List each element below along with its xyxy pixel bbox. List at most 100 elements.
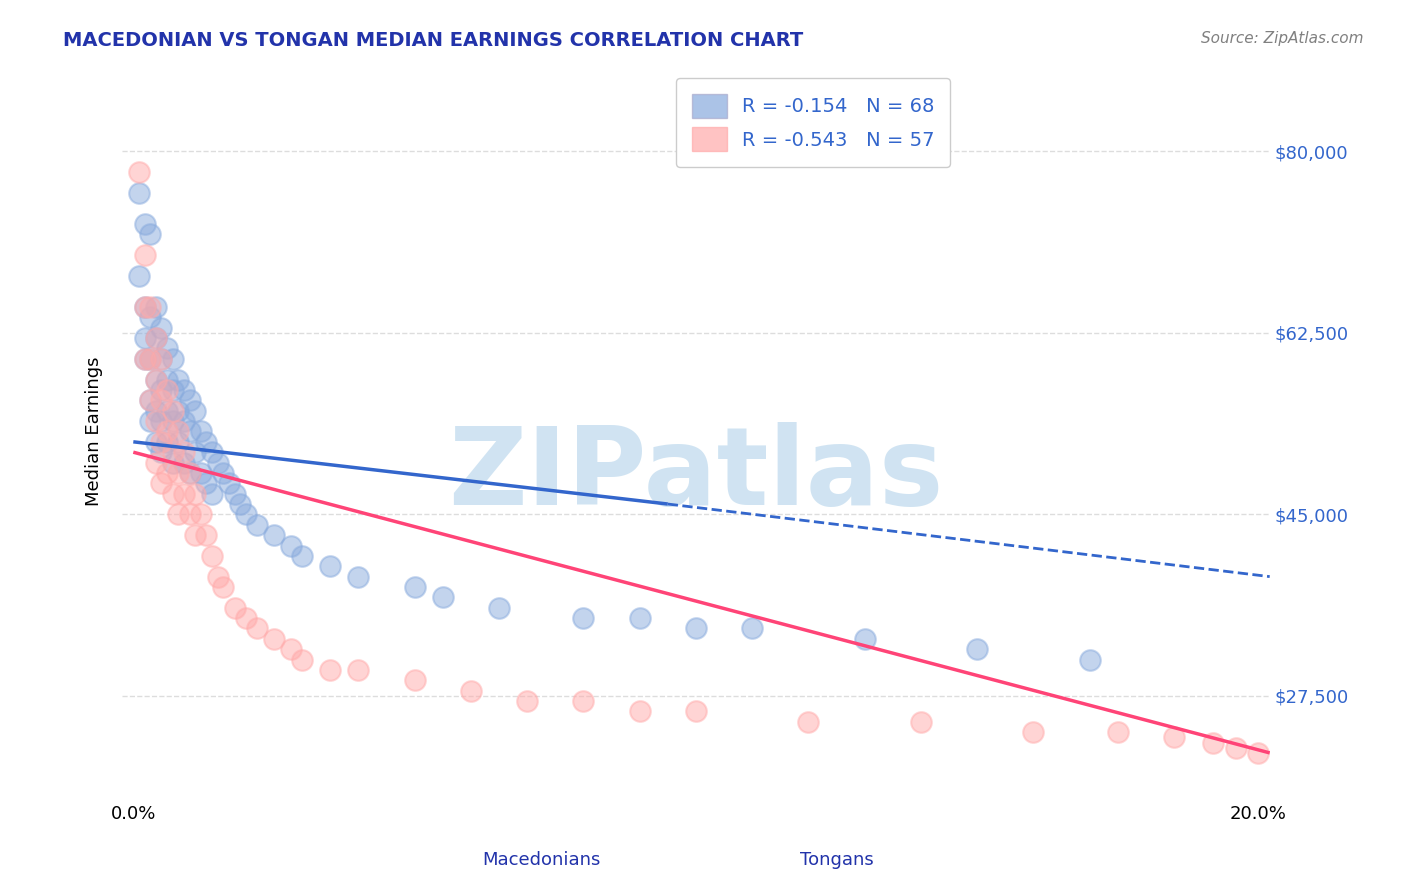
Point <box>150 351 173 366</box>
Point <box>291 652 314 666</box>
Point <box>1247 746 1270 760</box>
Point <box>319 663 342 677</box>
Point <box>145 456 167 470</box>
Point <box>1107 725 1129 739</box>
Point <box>179 466 201 480</box>
Point <box>150 414 173 428</box>
Point <box>162 456 184 470</box>
Point <box>291 549 314 563</box>
Point <box>218 476 240 491</box>
Point <box>488 600 510 615</box>
Point <box>150 320 173 334</box>
Point <box>167 403 190 417</box>
Point <box>404 673 426 688</box>
Point <box>1022 725 1045 739</box>
Point <box>263 632 285 646</box>
Point <box>235 611 257 625</box>
Point <box>224 486 246 500</box>
Point <box>190 466 212 480</box>
Point <box>134 331 156 345</box>
Point <box>246 517 269 532</box>
Point <box>150 383 173 397</box>
Point <box>201 549 224 563</box>
Point <box>201 486 224 500</box>
Point <box>145 434 167 449</box>
Legend: R = -0.154   N = 68, R = -0.543   N = 57: R = -0.154 N = 68, R = -0.543 N = 57 <box>676 78 950 167</box>
Point <box>1202 735 1225 749</box>
Point <box>179 466 201 480</box>
Point <box>134 217 156 231</box>
Point <box>145 300 167 314</box>
Point <box>156 342 179 356</box>
Point <box>224 600 246 615</box>
Point <box>179 393 201 408</box>
Point <box>145 373 167 387</box>
Point <box>128 165 150 179</box>
Point <box>280 539 302 553</box>
Point <box>162 403 184 417</box>
Point <box>167 373 190 387</box>
Point <box>404 580 426 594</box>
Point <box>150 434 173 449</box>
Point <box>150 445 173 459</box>
Point <box>207 569 229 583</box>
Point <box>139 227 162 242</box>
Point <box>280 642 302 657</box>
Point <box>184 403 207 417</box>
Point <box>156 383 179 397</box>
Point <box>162 445 184 459</box>
Point <box>173 383 195 397</box>
Point <box>195 434 218 449</box>
Point <box>134 248 156 262</box>
Point <box>167 508 190 522</box>
Point <box>1078 652 1101 666</box>
Point <box>628 611 651 625</box>
Point <box>685 705 707 719</box>
Point <box>966 642 988 657</box>
Point <box>139 414 162 428</box>
Point <box>195 476 218 491</box>
Point <box>128 186 150 200</box>
Point <box>162 351 184 366</box>
Point <box>460 683 482 698</box>
Point <box>179 425 201 439</box>
Point <box>145 414 167 428</box>
Point <box>173 445 195 459</box>
Point <box>516 694 538 708</box>
Point <box>139 393 162 408</box>
Point <box>797 714 820 729</box>
Point <box>139 393 162 408</box>
Point <box>173 414 195 428</box>
Point <box>190 508 212 522</box>
Point <box>179 508 201 522</box>
Point <box>162 486 184 500</box>
Text: ZIPatlas: ZIPatlas <box>449 422 943 528</box>
Point <box>167 425 190 439</box>
Point <box>212 580 235 594</box>
Point <box>134 351 156 366</box>
Point <box>347 569 370 583</box>
Point <box>910 714 932 729</box>
Point <box>156 466 179 480</box>
Point <box>853 632 876 646</box>
Point <box>150 393 173 408</box>
Point <box>628 705 651 719</box>
Point <box>150 351 173 366</box>
Point <box>229 497 252 511</box>
Point <box>139 300 162 314</box>
Point <box>139 351 162 366</box>
Point <box>145 373 167 387</box>
Point <box>156 434 179 449</box>
Point <box>139 310 162 325</box>
Point <box>167 434 190 449</box>
Point <box>162 414 184 428</box>
Point <box>685 622 707 636</box>
Text: Tongans: Tongans <box>800 851 873 869</box>
Point <box>1225 740 1247 755</box>
Point <box>134 351 156 366</box>
Point <box>156 403 179 417</box>
Text: Source: ZipAtlas.com: Source: ZipAtlas.com <box>1201 31 1364 46</box>
Point <box>167 466 190 480</box>
Point <box>246 622 269 636</box>
Point <box>195 528 218 542</box>
